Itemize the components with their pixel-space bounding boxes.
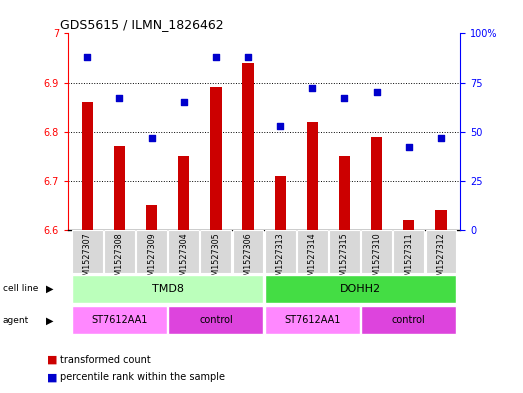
Point [340,95,349,101]
Bar [435,210,447,230]
Bar [306,122,318,230]
Point [405,144,413,151]
Bar [403,220,414,230]
Point [244,54,252,60]
Point [372,89,381,95]
Bar [114,147,125,230]
Text: agent: agent [3,316,29,325]
Text: TMD8: TMD8 [152,284,184,294]
Text: GSM1527307: GSM1527307 [83,232,92,286]
Point [115,95,123,101]
Point [437,134,445,141]
Bar [339,156,350,230]
Text: ■: ■ [47,372,58,382]
Bar [82,102,93,230]
Point [212,54,220,60]
Text: ▶: ▶ [46,284,53,294]
Text: ST7612AA1: ST7612AA1 [91,315,147,325]
FancyBboxPatch shape [265,306,360,334]
Text: GSM1527313: GSM1527313 [276,232,285,286]
FancyBboxPatch shape [329,230,360,273]
Point [276,123,285,129]
Text: GSM1527312: GSM1527312 [437,232,446,286]
FancyBboxPatch shape [361,230,392,273]
FancyBboxPatch shape [72,275,264,303]
FancyBboxPatch shape [136,230,167,273]
Text: GDS5615 / ILMN_1826462: GDS5615 / ILMN_1826462 [60,18,224,31]
Point [83,54,92,60]
FancyBboxPatch shape [393,230,424,273]
Text: GSM1527315: GSM1527315 [340,232,349,286]
FancyBboxPatch shape [265,275,457,303]
FancyBboxPatch shape [233,230,264,273]
Text: ■: ■ [47,354,58,365]
Bar [146,205,157,230]
Bar [371,137,382,230]
FancyBboxPatch shape [168,230,199,273]
Text: DOHH2: DOHH2 [340,284,381,294]
Bar [243,63,254,230]
Text: control: control [199,315,233,325]
FancyBboxPatch shape [168,306,264,334]
Text: GSM1527304: GSM1527304 [179,232,188,286]
FancyBboxPatch shape [104,230,135,273]
Bar [210,88,222,230]
FancyBboxPatch shape [265,230,295,273]
Text: GSM1527314: GSM1527314 [308,232,317,286]
Bar [275,176,286,230]
FancyBboxPatch shape [72,230,103,273]
Text: GSM1527306: GSM1527306 [244,232,253,286]
Text: GSM1527305: GSM1527305 [211,232,220,286]
Point [179,99,188,105]
Point [308,85,316,92]
FancyBboxPatch shape [426,230,457,273]
Text: GSM1527310: GSM1527310 [372,232,381,286]
FancyBboxPatch shape [297,230,328,273]
Text: ST7612AA1: ST7612AA1 [284,315,340,325]
Text: GSM1527311: GSM1527311 [404,232,413,286]
Text: control: control [392,315,426,325]
FancyBboxPatch shape [361,306,457,334]
Text: transformed count: transformed count [60,354,151,365]
Text: percentile rank within the sample: percentile rank within the sample [60,372,225,382]
Text: GSM1527308: GSM1527308 [115,232,124,286]
Bar [178,156,189,230]
Text: cell line: cell line [3,285,38,293]
Point [147,134,156,141]
FancyBboxPatch shape [200,230,231,273]
Text: ▶: ▶ [46,315,53,325]
Text: GSM1527309: GSM1527309 [147,232,156,286]
FancyBboxPatch shape [72,306,167,334]
